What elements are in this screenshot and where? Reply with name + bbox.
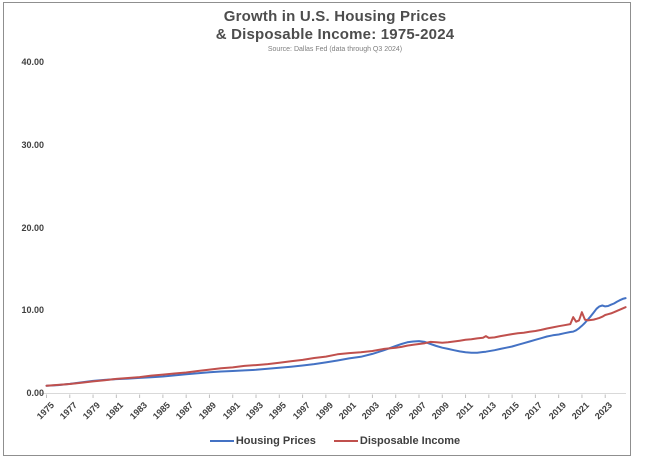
y-tick-label: 0.00 — [26, 388, 44, 398]
legend: Housing Prices Disposable Income — [40, 433, 630, 449]
chart-title-block: Growth in U.S. Housing Prices & Disposab… — [40, 8, 630, 53]
housing-prices-line-swatch — [209, 440, 234, 442]
chart-title-line2: & Disposable Income: 1975-2024 — [215, 26, 455, 43]
disposable-income-line — [45, 306, 627, 387]
legend-item-disposable-income: Disposable Income — [333, 435, 461, 447]
y-tick-label: 20.00 — [21, 222, 44, 233]
housing-prices-line — [45, 297, 627, 387]
y-tick-label: 10.00 — [21, 305, 44, 316]
y-tick-label: 40.00 — [21, 57, 44, 68]
legend-label-disposable-income: Disposable Income — [359, 435, 461, 447]
chart-title-line1: Growth in U.S. Housing Prices — [223, 8, 447, 25]
legend-label-housing-prices: Housing Prices — [235, 435, 316, 447]
y-tick-label: 30.00 — [21, 139, 44, 150]
chart-source-subtitle: Source: Dallas Fed (data through Q3 2024… — [267, 46, 403, 53]
disposable-income-line-swatch — [333, 440, 358, 442]
legend-item-housing-prices: Housing Prices — [209, 435, 316, 447]
